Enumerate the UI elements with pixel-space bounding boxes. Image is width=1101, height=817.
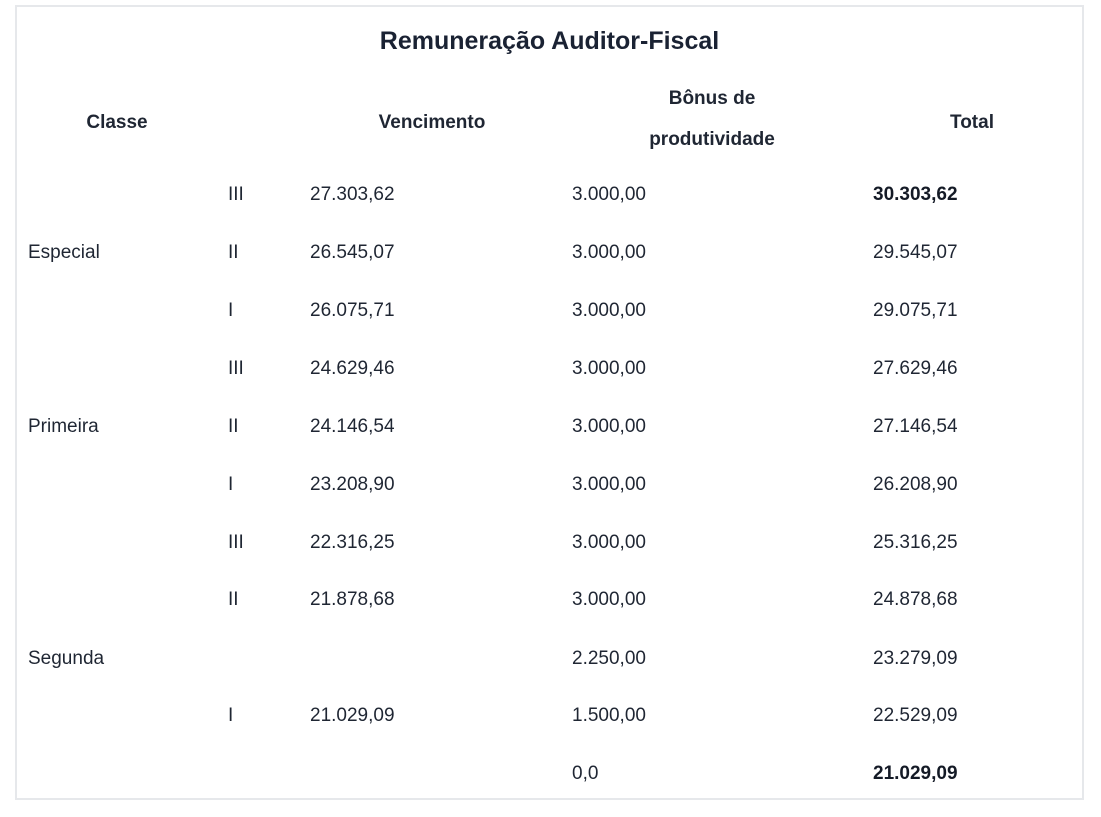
cell-total: 30.303,62 — [873, 184, 958, 205]
cell-vencimento: 22.316,25 — [310, 532, 395, 553]
cell-padrao: II — [228, 242, 239, 263]
cell-padrao: I — [228, 300, 234, 321]
cell-vencimento: 21.878,68 — [310, 589, 395, 610]
class-label-segunda: Segunda — [28, 648, 105, 669]
cell-bonus: 3.000,00 — [572, 242, 646, 263]
cell-total: 24.878,68 — [873, 589, 958, 610]
cell-padrao: III — [228, 184, 244, 205]
cell-vencimento: 21.029,09 — [310, 705, 395, 726]
table-title: Remuneração Auditor-Fiscal — [379, 27, 720, 55]
cell-total: 25.316,25 — [873, 532, 958, 553]
cell-bonus: 1.500,00 — [572, 705, 646, 726]
cell-vencimento: 24.629,46 — [310, 358, 395, 379]
cell-total: 27.629,46 — [873, 358, 958, 379]
cell-vencimento: 26.075,71 — [310, 300, 395, 321]
cell-bonus: 2.250,00 — [572, 648, 646, 669]
cell-total: 21.029,09 — [873, 763, 958, 784]
cell-vencimento: 26.545,07 — [310, 242, 395, 263]
cell-padrao: I — [228, 474, 234, 495]
class-label-especial: Especial — [28, 242, 100, 263]
cell-padrao: I — [228, 705, 234, 726]
header-bonus-line1: Bônus de — [668, 88, 756, 109]
cell-bonus: 3.000,00 — [572, 358, 646, 379]
cell-bonus: 3.000,00 — [572, 589, 646, 610]
cell-total: 22.529,09 — [873, 705, 958, 726]
cell-total: 26.208,90 — [873, 474, 958, 495]
cell-bonus: 3.000,00 — [572, 474, 646, 495]
cell-padrao: II — [228, 416, 239, 437]
header-total: Total — [950, 112, 994, 133]
cell-vencimento: 23.208,90 — [310, 474, 395, 495]
cell-bonus: 0,0 — [572, 763, 599, 784]
cell-total: 29.545,07 — [873, 242, 958, 263]
table-container: Remuneração Auditor-Fiscal Classe Vencim… — [15, 5, 1084, 800]
header-vencimento: Vencimento — [378, 112, 486, 133]
header-classe: Classe — [86, 112, 148, 133]
cell-bonus: 3.000,00 — [572, 300, 646, 321]
header-bonus-line2: produtividade — [649, 129, 775, 150]
cell-padrao: III — [228, 358, 244, 379]
cell-padrao: II — [228, 589, 239, 610]
cell-bonus: 3.000,00 — [572, 532, 646, 553]
cell-bonus: 3.000,00 — [572, 184, 646, 205]
cell-vencimento: 24.146,54 — [310, 416, 395, 437]
cell-total: 23.279,09 — [873, 648, 958, 669]
cell-total: 27.146,54 — [873, 416, 958, 437]
class-label-primeira: Primeira — [28, 416, 99, 437]
cell-bonus: 3.000,00 — [572, 416, 646, 437]
cell-total: 29.075,71 — [873, 300, 958, 321]
cell-padrao: III — [228, 532, 244, 553]
cell-vencimento: 27.303,62 — [310, 184, 395, 205]
